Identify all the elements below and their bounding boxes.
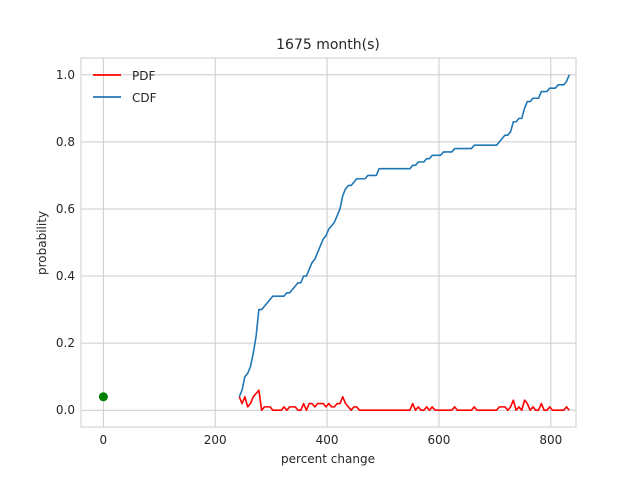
x-tick-label: 800 <box>539 433 562 447</box>
data-point <box>98 392 108 402</box>
x-axis-label: percent change <box>281 452 375 466</box>
x-tick-label: 0 <box>100 433 108 447</box>
legend-cdf-label: CDF <box>132 91 157 105</box>
y-tick-label: 1.0 <box>56 68 75 82</box>
chart-title: 1675 month(s) <box>276 37 380 53</box>
series-line-pdf <box>238 389 570 412</box>
x-tick-label: 600 <box>428 433 451 447</box>
series-line-cdf <box>238 74 571 398</box>
y-tick-label: 0.8 <box>56 135 75 149</box>
y-tick-label: 0.6 <box>56 202 75 216</box>
legend: PDF CDF <box>93 69 157 105</box>
y-tick-label: 0.4 <box>56 269 75 283</box>
y-tick-label: 0.2 <box>56 336 75 350</box>
ticks: 0 200 400 600 800 0.0 0.2 0.4 0.6 0.8 1.0 <box>56 68 562 447</box>
y-axis-label: probability <box>35 211 49 275</box>
legend-pdf-label: PDF <box>132 69 155 83</box>
x-tick-label: 400 <box>316 433 339 447</box>
x-tick-label: 200 <box>204 433 227 447</box>
axes-frame <box>80 57 577 428</box>
plot-area <box>98 74 571 412</box>
y-tick-label: 0.0 <box>56 403 75 417</box>
grid <box>81 58 576 427</box>
